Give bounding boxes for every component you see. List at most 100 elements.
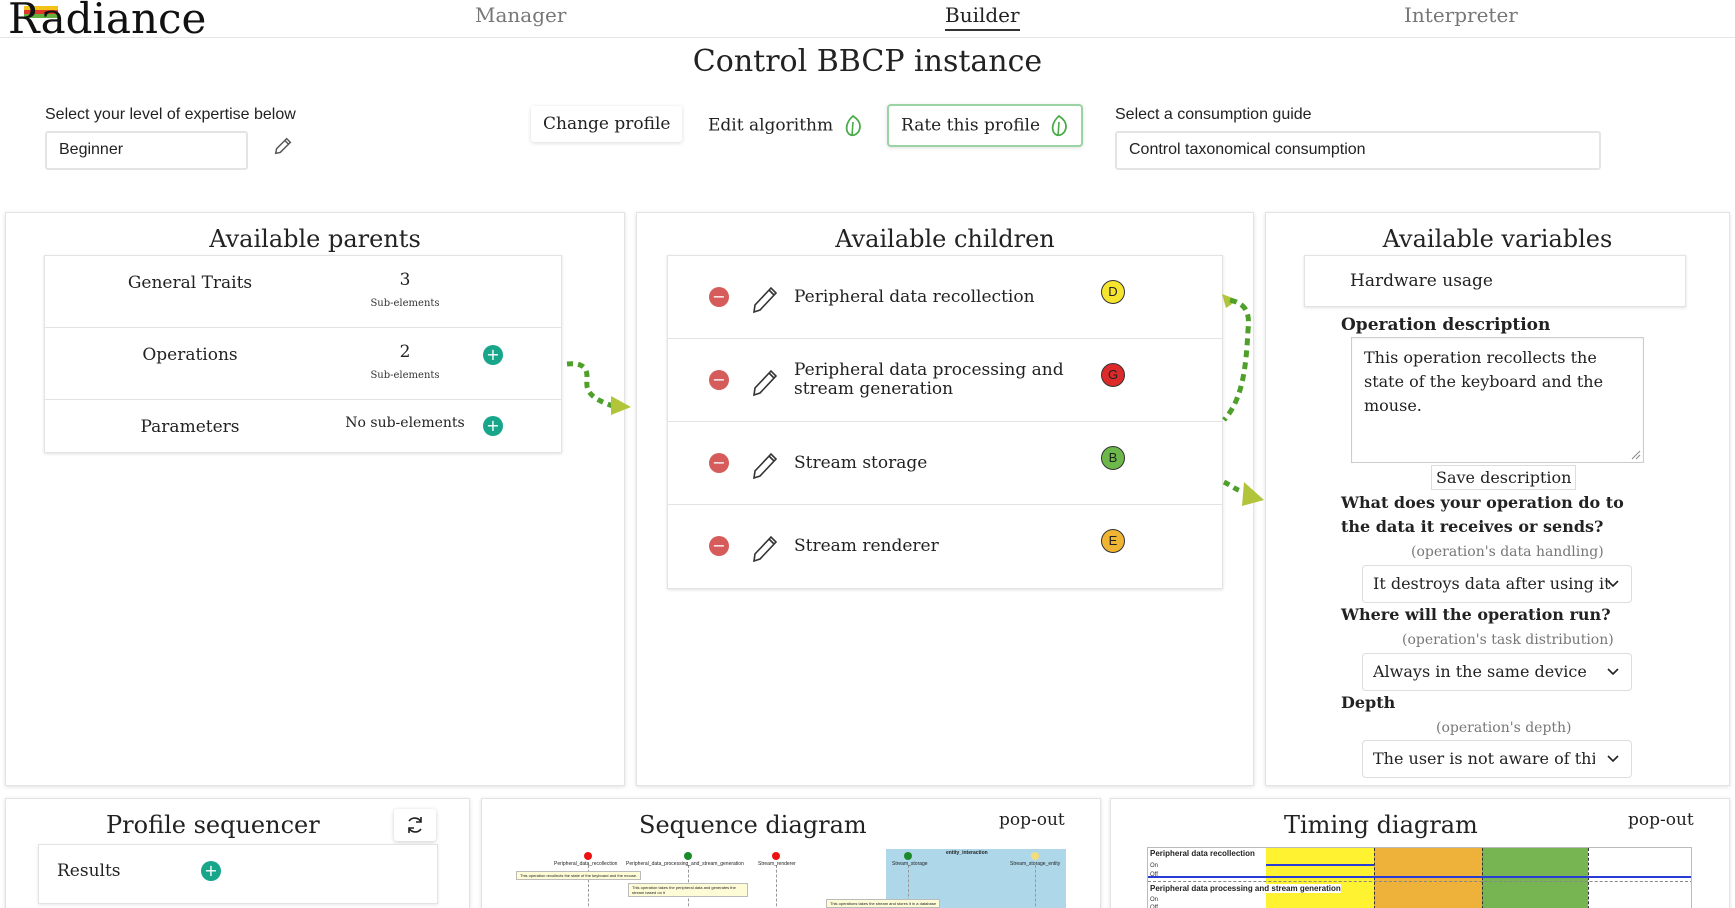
actor-dot: [584, 852, 592, 860]
pencil-icon[interactable]: [750, 283, 780, 315]
actor-label: Peripheral_data_recollection: [554, 861, 618, 867]
depth-hint: (operation's depth): [1436, 720, 1572, 736]
timing-row-label: Peripheral data processing and stream ge…: [1150, 884, 1341, 893]
list-item[interactable]: − Stream storage B: [668, 422, 1222, 505]
logo-stripe-green: [24, 14, 58, 18]
data-handling-select[interactable]: It destroys data after using it: [1362, 565, 1632, 603]
lifeline: [776, 865, 777, 908]
guide-field[interactable]: Control taxonomical consumption: [1115, 131, 1601, 170]
resize-handle-icon[interactable]: [1631, 450, 1641, 460]
timing-diagram-canvas: Peripheral data recollection On Off Peri…: [1147, 847, 1692, 908]
tab-manager[interactable]: Manager: [475, 3, 567, 27]
variable-item[interactable]: Hardware usage: [1304, 255, 1686, 307]
add-icon[interactable]: +: [201, 861, 221, 881]
actor-label: Stream_storage_entity: [1010, 861, 1061, 867]
timing-block-green: [1482, 848, 1588, 908]
page-title: Control BBCP instance: [692, 44, 1043, 79]
app-logo[interactable]: Radiance: [8, 0, 206, 43]
timing-block-orange: [1374, 848, 1482, 908]
pencil-icon[interactable]: [750, 532, 780, 564]
rate-profile-label: Rate this profile: [901, 115, 1041, 136]
edit-expertise-icon[interactable]: [272, 135, 294, 157]
list-item[interactable]: − Stream renderer E: [668, 505, 1222, 588]
change-profile-button[interactable]: Change profile: [531, 106, 683, 142]
depth-select[interactable]: The user is not aware of this c: [1362, 740, 1632, 778]
results-row[interactable]: Results +: [38, 844, 438, 904]
depth-question: Depth: [1341, 693, 1396, 712]
top-navigation: Radiance Manager Builder Interpreter: [0, 0, 1735, 43]
remove-icon[interactable]: −: [709, 287, 729, 307]
depth-value: The user is not aware of this c: [1373, 749, 1595, 768]
task-distribution-value: Always in the same device: [1373, 662, 1587, 681]
pencil-icon[interactable]: [750, 366, 780, 398]
sub-label: Sub-elements: [370, 298, 440, 309]
timing-divider: [1374, 848, 1375, 908]
pencil-icon[interactable]: [750, 449, 780, 481]
results-label: Results: [57, 861, 121, 881]
remove-icon[interactable]: −: [709, 453, 729, 473]
sequence-title: Sequence diagram: [639, 811, 867, 839]
chevron-down-icon: [1607, 668, 1619, 676]
parents-title: Available parents: [209, 225, 421, 253]
variables-title: Available variables: [1382, 225, 1613, 253]
actor-dot: [684, 852, 692, 860]
sequence-note: This operation takes the peripheral data…: [628, 883, 748, 897]
sequencer-title: Profile sequencer: [106, 811, 320, 839]
grade-badge: E: [1101, 529, 1125, 553]
flow-arrow-icon: [1222, 294, 1264, 506]
save-description-button[interactable]: Save description: [1431, 465, 1577, 490]
list-item[interactable]: Operations 2 Sub-elements +: [45, 328, 561, 400]
lifeline: [908, 865, 909, 908]
timing-divider: [1482, 848, 1483, 908]
lifeline: [1035, 865, 1036, 908]
child-name: Peripheral data processing and stream ge…: [794, 360, 1064, 399]
description-text: This operation recollects the state of t…: [1364, 348, 1604, 415]
leaf-icon: [1052, 114, 1068, 137]
child-name: Peripheral data recollection: [794, 287, 1035, 307]
actor-label: Stream_renderer: [758, 861, 796, 867]
child-name: Stream renderer: [794, 536, 939, 556]
sub-count: 2: [399, 342, 411, 362]
remove-icon[interactable]: −: [709, 536, 729, 556]
refresh-button[interactable]: [394, 809, 436, 841]
children-title: Available children: [835, 225, 1055, 253]
flow-arrow-icon: [566, 361, 631, 415]
list-item[interactable]: General Traits 3 Sub-elements: [45, 256, 561, 328]
description-textarea[interactable]: This operation recollects the state of t…: [1351, 337, 1644, 463]
edit-algorithm-button[interactable]: Edit algorithm: [708, 114, 863, 138]
parent-name: General Traits: [127, 273, 253, 293]
add-icon[interactable]: +: [483, 345, 503, 365]
group-label: entity_interaction: [946, 850, 988, 856]
timing-title: Timing diagram: [1284, 811, 1478, 839]
chevron-down-icon: [1607, 755, 1619, 763]
timing-state-on: On: [1150, 897, 1159, 903]
timing-signal-high: [1266, 864, 1374, 866]
timing-state-off: Off: [1150, 872, 1158, 878]
timing-panel: Timing diagram pop-out Peripheral data r…: [1110, 798, 1730, 908]
grade-badge: D: [1101, 280, 1125, 304]
data-handling-value: It destroys data after using it: [1373, 574, 1611, 593]
task-distribution-hint: (operation's task distribution): [1402, 632, 1614, 648]
list-item[interactable]: − Peripheral data recollection D: [668, 256, 1222, 339]
add-icon[interactable]: +: [483, 416, 503, 436]
list-item[interactable]: Parameters No sub-elements +: [45, 400, 561, 452]
remove-icon[interactable]: −: [709, 370, 729, 390]
actor-dot: [1031, 852, 1039, 860]
expertise-field[interactable]: Beginner: [45, 131, 248, 170]
logo-stripe-yellow: [24, 6, 58, 10]
actor-dot: [772, 852, 780, 860]
sequence-popout-button[interactable]: pop-out: [999, 810, 1065, 830]
tab-interpreter[interactable]: Interpreter: [1404, 3, 1518, 27]
tab-builder[interactable]: Builder: [945, 3, 1020, 31]
refresh-icon: [408, 817, 422, 833]
logo-text: Radiance: [8, 0, 207, 43]
task-distribution-select[interactable]: Always in the same device: [1362, 653, 1632, 691]
parents-panel: Available parents General Traits 3 Sub-e…: [5, 212, 625, 786]
task-distribution-question: Where will the operation run?: [1341, 605, 1611, 624]
children-panel: Available children − Peripheral data rec…: [636, 212, 1254, 786]
timing-row-label: Peripheral data recollection: [1150, 849, 1255, 858]
timing-state-off: Off: [1150, 905, 1158, 908]
rate-profile-button[interactable]: Rate this profile: [887, 104, 1084, 147]
list-item[interactable]: − Peripheral data processing and stream …: [668, 339, 1222, 422]
timing-popout-button[interactable]: pop-out: [1628, 810, 1694, 830]
